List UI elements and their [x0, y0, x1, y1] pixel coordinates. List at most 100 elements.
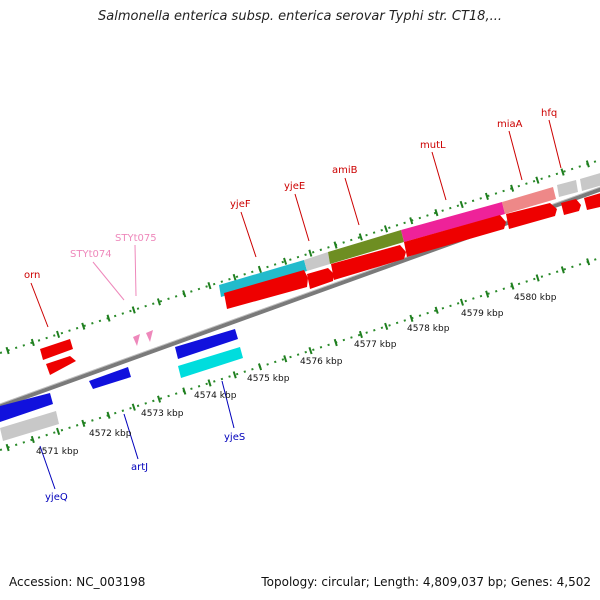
tick-mark-1-15 — [384, 322, 389, 331]
artJ-gene-arrow[interactable] — [89, 367, 131, 389]
gene-label-STYt074[interactable]: STYt074 — [70, 249, 112, 260]
gene-label-artJ[interactable]: artJ — [131, 462, 148, 473]
next-feature-band[interactable] — [580, 172, 600, 191]
tick-mark-1-23 — [586, 258, 591, 266]
tick-mark-0-2 — [56, 330, 61, 338]
gene-label-yjeE[interactable]: yjeE — [284, 181, 305, 192]
gene-label-yjeS[interactable]: yjeS — [224, 432, 245, 443]
genome-backbone — [0, 187, 600, 409]
tick-mark-0-19 — [484, 192, 489, 200]
scale-label-4574: 4574 kbp — [194, 391, 237, 401]
scale-label-4575: 4575 kbp — [247, 374, 290, 384]
yjeF-gene-arrow[interactable] — [224, 270, 308, 309]
tick-mark-0-18 — [459, 200, 464, 209]
gene-label-hfq[interactable]: hfq — [541, 108, 557, 119]
mutL-gene-arrow[interactable] — [404, 215, 506, 257]
scale-label-4578: 4578 kbp — [407, 324, 450, 334]
tick-mark-1-11 — [283, 355, 288, 363]
map-title: Salmonella enterica subsp. enterica sero… — [98, 9, 502, 24]
tick-mark-0-8 — [207, 282, 212, 290]
tick-mark-1-9 — [232, 371, 237, 379]
yjeQ-feature-band[interactable] — [0, 411, 59, 441]
gene-label-miaA[interactable]: miaA — [497, 119, 523, 130]
genome-summary: Topology: circular; Length: 4,809,037 bp… — [261, 575, 591, 589]
tick-mark-0-22 — [560, 168, 565, 176]
STYt075-trna-marker[interactable] — [146, 330, 153, 342]
gene-label-orn[interactable]: orn — [24, 270, 40, 281]
accession-label: Accession: NC_003198 — [9, 575, 146, 589]
tick-mark-1-1 — [30, 435, 35, 444]
amiB-feature-band[interactable] — [328, 230, 404, 264]
amiB-leader — [344, 177, 360, 226]
tick-mark-0-9 — [232, 273, 237, 282]
tick-mark-0-6 — [156, 298, 161, 306]
gene-label-yjeF[interactable]: yjeF — [230, 199, 251, 210]
tick-mark-1-10 — [257, 363, 263, 371]
miaA-leader — [508, 130, 523, 181]
tick-mark-1-20 — [510, 282, 515, 290]
tick-mark-1-18 — [459, 298, 464, 306]
tick-mark-0-3 — [81, 322, 86, 330]
next-gene-arrow[interactable] — [584, 192, 600, 210]
tick-mark-1-17 — [434, 306, 439, 314]
tick-mark-1-6 — [157, 395, 162, 403]
gene-label-leaders — [30, 119, 562, 490]
scale-label-4576: 4576 kbp — [300, 357, 343, 367]
tick-mark-1-4 — [106, 411, 111, 419]
tick-mark-0-23 — [585, 160, 590, 168]
yjeF-feature-band[interactable] — [219, 260, 307, 297]
forward-tick-lane — [0, 159, 600, 354]
reverse-tick-lane — [0, 257, 600, 451]
tick-mark-1-19 — [485, 290, 490, 298]
major-tick-marks — [5, 160, 591, 452]
scale-label-4572: 4572 kbp — [89, 429, 132, 439]
tick-mark-1-7 — [182, 387, 187, 395]
STYt074-trna-marker[interactable] — [133, 334, 140, 346]
tick-mark-1-22 — [560, 266, 565, 274]
gene-labels: orn STYt074 STYt075 yjeF yjeE amiB mutL … — [24, 108, 557, 503]
tick-mark-1-5 — [131, 403, 136, 411]
mutL-leader — [431, 151, 447, 201]
yjeE-gene-arrow[interactable] — [307, 268, 334, 289]
tick-mark-0-17 — [434, 208, 439, 217]
gene-label-STYt075[interactable]: STYt075 — [115, 233, 157, 244]
orn-gene-arrow-2[interactable] — [46, 356, 76, 375]
orn-gene-arrow[interactable] — [40, 339, 73, 360]
tick-mark-1-14 — [358, 330, 363, 339]
amiB-gene-arrow[interactable] — [331, 245, 406, 280]
tick-mark-1-8 — [207, 379, 212, 387]
genome-backbone-highlight — [0, 186, 600, 405]
tick-mark-0-10 — [257, 265, 262, 274]
yjeF-leader — [240, 211, 257, 258]
gene-label-mutL[interactable]: mutL — [420, 140, 446, 151]
yjeS-leader — [221, 380, 235, 429]
tick-mark-0-21 — [535, 176, 540, 184]
hfq-feature-band[interactable] — [557, 180, 578, 197]
miaA-feature-band[interactable] — [502, 187, 556, 214]
tick-mark-1-16 — [409, 314, 414, 322]
hfq-leader — [548, 119, 562, 169]
tick-mark-0-1 — [30, 338, 35, 347]
scale-label-4571: 4571 kbp — [36, 447, 79, 457]
gene-label-amiB[interactable]: amiB — [332, 165, 358, 176]
tick-mark-0-15 — [383, 225, 389, 233]
gene-label-yjeQ[interactable]: yjeQ — [45, 492, 68, 503]
tick-mark-0-16 — [409, 217, 414, 225]
hfq-gene-arrow[interactable] — [561, 199, 581, 215]
tick-mark-0-7 — [182, 290, 187, 298]
yjeE-leader — [294, 193, 310, 242]
forward-feature-bands — [219, 172, 600, 297]
yjeS-feature-band[interactable] — [178, 347, 243, 378]
artJ-leader — [123, 413, 139, 460]
tick-mark-0-4 — [106, 314, 111, 322]
mutL-feature-band[interactable] — [401, 202, 505, 242]
yjeE-feature-band[interactable] — [304, 252, 330, 271]
miaA-gene-arrow[interactable] — [506, 203, 557, 229]
tick-mark-1-0 — [5, 443, 10, 452]
tick-mark-0-13 — [333, 241, 338, 249]
yjeS-gene-arrow[interactable] — [175, 329, 238, 359]
yjeQ-gene-arrow[interactable] — [0, 393, 53, 422]
tick-mark-0-20 — [510, 184, 515, 192]
scale-labels: 4571 kbp 4572 kbp 4573 kbp 4574 kbp 4575… — [36, 293, 557, 457]
